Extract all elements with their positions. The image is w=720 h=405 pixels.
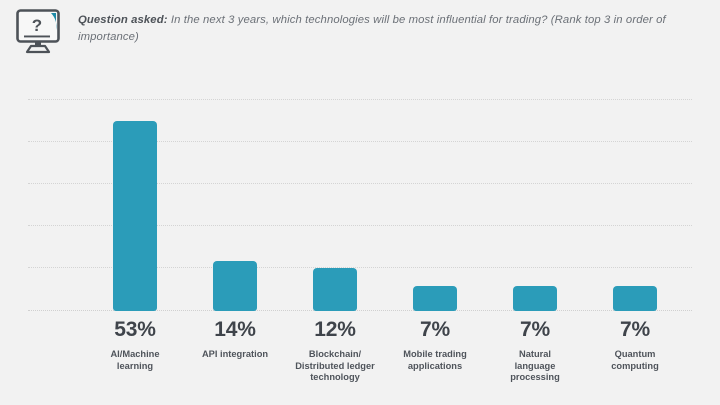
bar-chart: 53% AI/Machine learning 14% API integrat… <box>0 62 720 405</box>
bar-column <box>385 99 485 311</box>
value-label: 7% <box>420 318 450 341</box>
category-label: AI/Machine learning <box>85 349 185 372</box>
plot-area <box>28 99 692 311</box>
question-lead-label: Question asked: <box>78 14 168 26</box>
gridline-3 <box>28 183 692 184</box>
question-header: ? Question asked: In the next 3 years, w… <box>0 0 720 62</box>
label-column: 12% Blockchain/ Distributed ledger techn… <box>285 317 385 384</box>
category-label-line: Natural <box>518 349 552 359</box>
category-label: API integration <box>185 349 285 361</box>
category-label: Blockchain/ Distributed ledger technolog… <box>285 349 385 384</box>
category-labels: 53% AI/Machine learning 14% API integrat… <box>85 317 685 384</box>
category-label-line: processing <box>510 372 560 383</box>
svg-text:?: ? <box>32 16 42 35</box>
gridline-1 <box>28 99 692 100</box>
category-label-line: learning <box>116 360 154 371</box>
gridline-4 <box>28 225 692 226</box>
gridline-2 <box>28 141 692 142</box>
bar-api-integration[interactable] <box>213 261 257 311</box>
category-label-line: applications <box>407 360 463 371</box>
label-column: 53% AI/Machine learning <box>85 317 185 384</box>
category-label: Mobile trading applications <box>385 349 485 372</box>
bar-column <box>185 99 285 311</box>
category-label-line: AI/Machine <box>110 349 160 359</box>
question-body: In the next 3 years, which technologies … <box>78 14 666 43</box>
category-label-line: Blockchain/ <box>308 349 362 359</box>
bar-column <box>485 99 585 311</box>
category-label-line: computing <box>611 360 659 371</box>
category-label-line: Distributed ledger <box>295 360 375 371</box>
category-label-line: Quantum <box>614 349 656 359</box>
label-column: 7% Mobile trading applications <box>385 317 485 384</box>
value-label: 14% <box>214 318 256 341</box>
bar-column <box>285 99 385 311</box>
label-column: 7% Natural language processing <box>485 317 585 384</box>
bar-series <box>85 99 685 311</box>
value-label: 12% <box>314 318 356 341</box>
bar-column <box>585 99 685 311</box>
monitor-question-icon: ? <box>14 8 66 54</box>
bar-quantum-computing[interactable] <box>613 286 657 311</box>
category-label-line: technology <box>310 372 360 383</box>
label-column: 14% API integration <box>185 317 285 384</box>
bar-blockchain[interactable] <box>313 268 357 311</box>
bar-ai-machine-learning[interactable] <box>113 121 157 311</box>
bar-natural-language[interactable] <box>513 286 557 311</box>
category-label-line: Mobile trading <box>403 349 467 359</box>
value-label: 7% <box>520 318 550 341</box>
bar-mobile-trading[interactable] <box>413 286 457 311</box>
category-label: Quantum computing <box>585 349 685 372</box>
question-text: Question asked: In the next 3 years, whi… <box>78 9 698 45</box>
label-column: 7% Quantum computing <box>585 317 685 384</box>
axis-baseline <box>28 310 692 311</box>
value-label: 7% <box>620 318 650 341</box>
category-label-line: API integration <box>201 349 269 359</box>
category-label-line: language <box>514 360 556 371</box>
bar-column <box>85 99 185 311</box>
category-label: Natural language processing <box>485 349 585 384</box>
value-label: 53% <box>114 318 156 341</box>
gridline-5 <box>28 267 692 268</box>
